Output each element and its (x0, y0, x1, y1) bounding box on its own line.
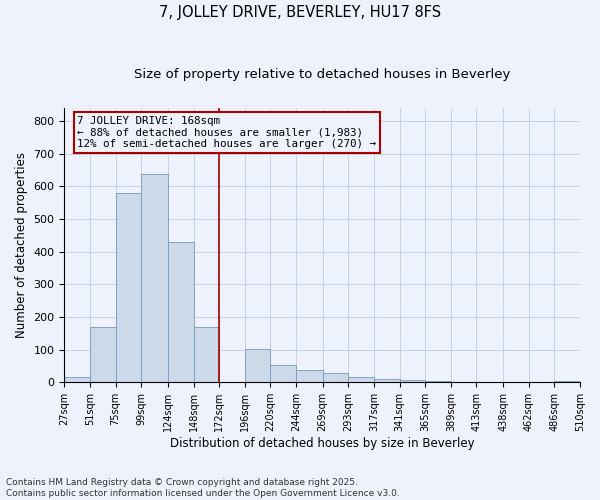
Bar (141, 174, 168, 382)
Bar (271, 366, 296, 382)
Bar (245, 348, 271, 382)
Bar (90, 328, 116, 382)
Bar (116, 193, 141, 382)
Bar (323, 373, 349, 382)
Bar (168, 242, 194, 382)
Bar (194, 327, 219, 382)
Bar (554, 380, 580, 382)
Text: Contains HM Land Registry data © Crown copyright and database right 2025.
Contai: Contains HM Land Registry data © Crown c… (6, 478, 400, 498)
Bar (374, 379, 400, 382)
Bar (296, 370, 323, 382)
Text: 7 JOLLEY DRIVE: 168sqm
← 88% of detached houses are smaller (1,983)
12% of semi-: 7 JOLLEY DRIVE: 168sqm ← 88% of detached… (77, 116, 376, 150)
Title: Size of property relative to detached houses in Beverley: Size of property relative to detached ho… (134, 68, 511, 80)
X-axis label: Distribution of detached houses by size in Beverley: Distribution of detached houses by size … (170, 437, 475, 450)
Bar (64, 378, 90, 382)
Text: 7, JOLLEY DRIVE, BEVERLEY, HU17 8FS: 7, JOLLEY DRIVE, BEVERLEY, HU17 8FS (159, 5, 441, 20)
Bar (349, 378, 374, 382)
Bar (400, 380, 425, 382)
Y-axis label: Number of detached properties: Number of detached properties (15, 152, 28, 338)
